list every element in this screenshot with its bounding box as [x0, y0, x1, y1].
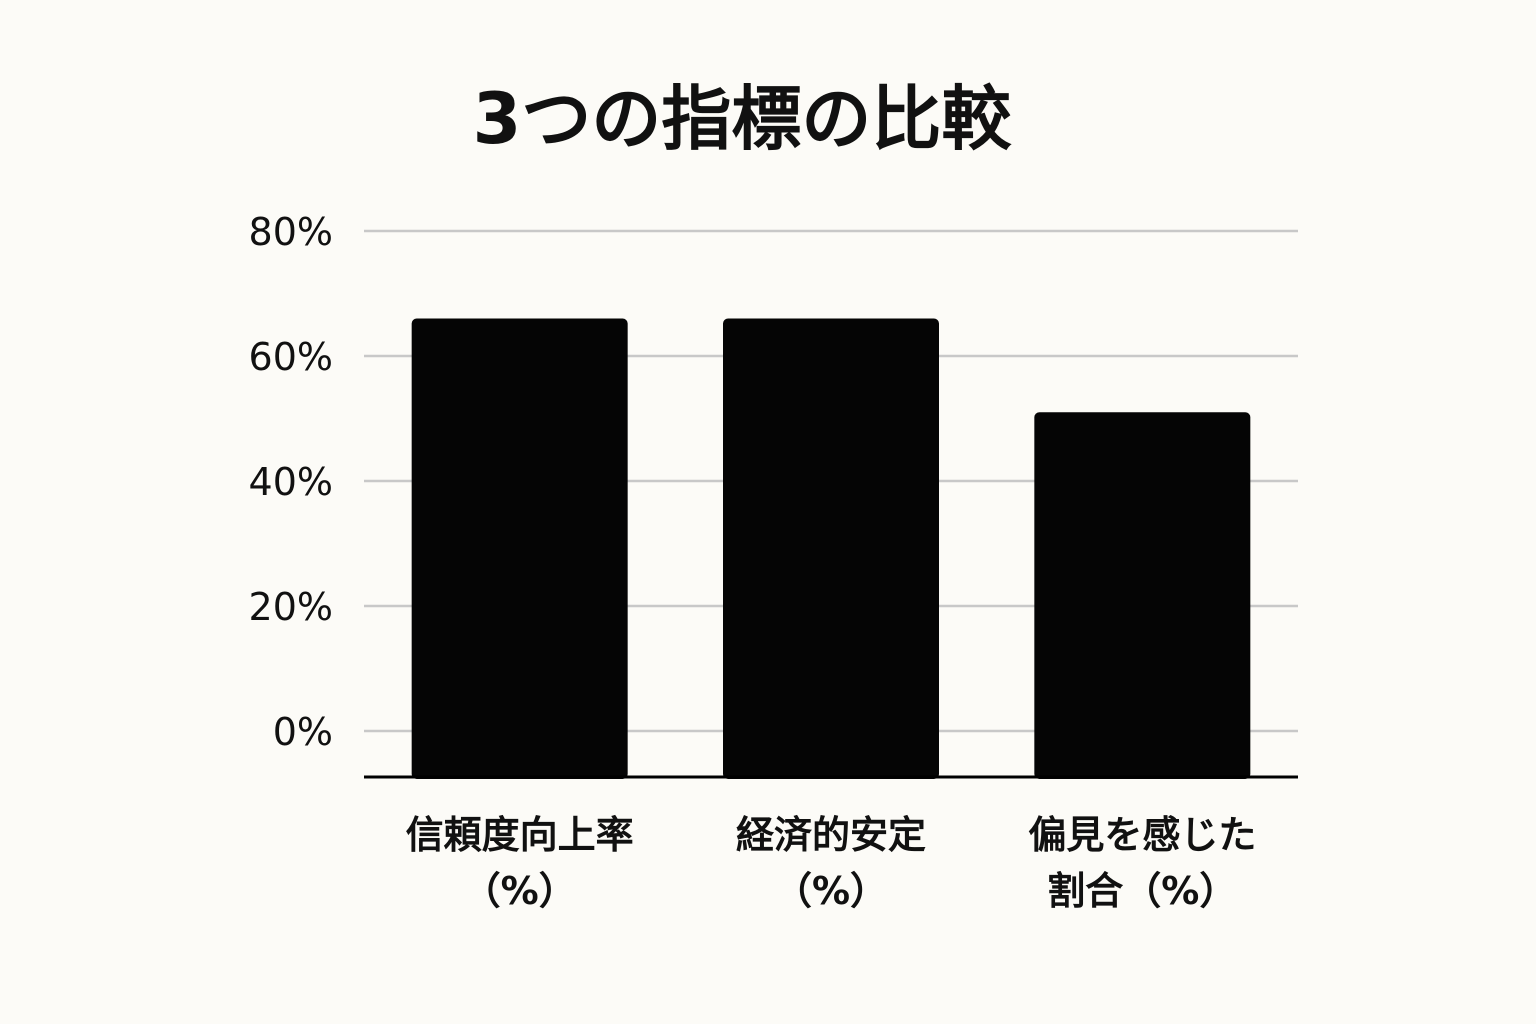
x-tick-label: 偏見を感じた — [1028, 813, 1256, 857]
y-tick-label: 20% — [249, 585, 333, 629]
bars — [411, 318, 1251, 779]
x-tick-label: （%） — [463, 869, 577, 913]
y-tick-label: 40% — [249, 460, 333, 504]
chart-title: 3つの指標の比較 — [473, 78, 1013, 160]
y-tick-label: 80% — [249, 210, 333, 254]
bar — [411, 318, 628, 779]
y-tick-label: 0% — [273, 710, 333, 754]
bar — [723, 318, 939, 779]
x-tick-label: 信頼度向上率 — [406, 813, 634, 857]
y-axis-ticks: 0% 20% 40% 60% 80% — [249, 210, 333, 754]
x-tick-label: （%） — [774, 869, 888, 913]
bar — [1034, 412, 1251, 779]
x-tick-label: 経済的安定 — [736, 813, 926, 857]
x-tick-label: 割合（%） — [1047, 869, 1237, 913]
y-tick-label: 60% — [249, 335, 333, 379]
